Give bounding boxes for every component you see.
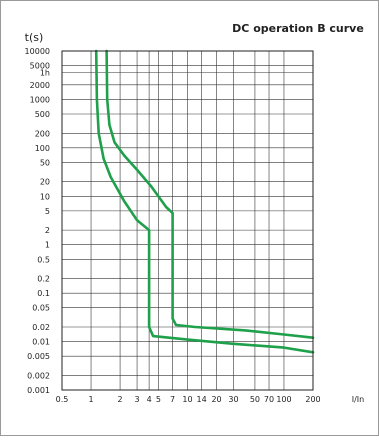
x-tick-label: 3: [135, 395, 140, 404]
y-tick-label: 0.002: [27, 371, 50, 380]
x-tick-label: 10: [182, 395, 192, 404]
y-axis-label: t(s): [25, 31, 44, 44]
y-tick-label: 0.005: [27, 352, 50, 361]
x-tick-label: 50: [250, 395, 260, 404]
y-tick-label: 500: [35, 110, 50, 119]
x-tick-label: 20: [211, 395, 221, 404]
y-tick-label: 10: [40, 192, 50, 201]
x-tick-label: 0.5: [56, 395, 69, 404]
y-tick-label: 1: [45, 241, 50, 250]
tick-labels: 0.5 1 2 3 4 5 7 10 14 20 30 50 70 100 2001000050001h20…: [25, 47, 321, 404]
y-tick-label: 1000: [30, 95, 50, 104]
y-tick-label: 0.02: [32, 323, 50, 332]
plot-area: [61, 50, 314, 391]
x-tick-label: 4: [147, 395, 152, 404]
y-tick-label: 0.05: [32, 304, 50, 313]
y-tick-label: 5000: [30, 62, 50, 71]
x-tick-label: 30: [228, 395, 238, 404]
series-layer: [94, 49, 315, 354]
y-tick-label: 2: [45, 226, 50, 235]
y-tick-label: 0.1: [37, 289, 50, 298]
y-tick-label: 20: [40, 178, 50, 187]
chart-title: DC operation B curve: [232, 22, 364, 35]
y-tick-label: 0.5: [37, 255, 50, 264]
x-tick-label: 1: [88, 395, 93, 404]
x-tick-label: 100: [276, 395, 291, 404]
y-tick-label: 0.001: [27, 386, 50, 395]
y-tick-label: 5: [45, 207, 50, 216]
y-tick-label: 50: [40, 158, 50, 167]
y-tick-label: 0.01: [32, 338, 50, 347]
y-tick-label: 10000: [25, 47, 50, 56]
y-tick-label: 1h: [40, 68, 50, 77]
x-tick-label: 2: [118, 395, 123, 404]
x-tick-label: 14: [197, 395, 207, 404]
x-axis-label: I/In: [352, 395, 364, 404]
x-tick-label: 200: [305, 395, 320, 404]
series-line: [105, 49, 315, 339]
y-tick-label: 0.2: [37, 275, 50, 284]
x-tick-label: 70: [264, 395, 274, 404]
x-tick-label: 5: [156, 395, 161, 404]
series-line: [94, 49, 315, 354]
y-tick-label: 200: [35, 129, 50, 138]
y-tick-label: 100: [35, 144, 50, 153]
x-tick-label: 7: [170, 395, 175, 404]
y-tick-label: 2000: [30, 81, 50, 90]
